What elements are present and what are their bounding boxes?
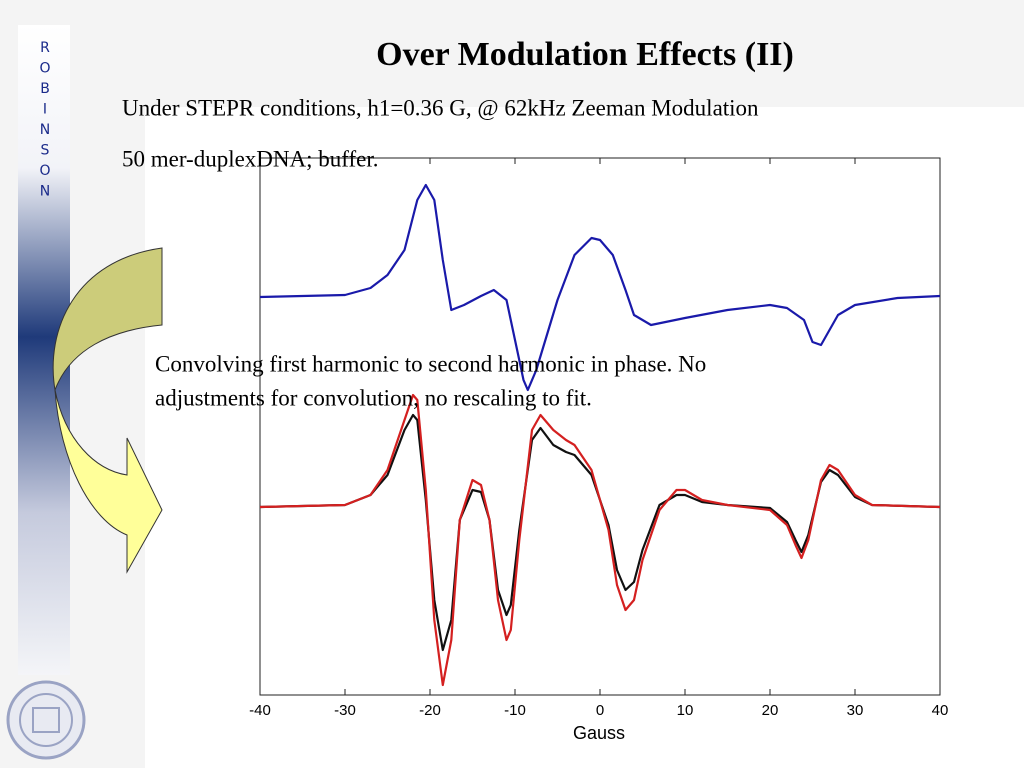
sidebar-letter: O bbox=[39, 163, 50, 179]
arrow-upper bbox=[52, 247, 163, 392]
note-line: Convolving first harmonic to second harm… bbox=[155, 351, 706, 376]
x-tick-label: 40 bbox=[932, 702, 949, 719]
series-line bbox=[259, 183, 941, 392]
chart: -40 -30 -20 -10 0 10 20 30 40 Gauss bbox=[249, 157, 949, 743]
text-line: 50 mer-duplexDNA; buffer. bbox=[122, 146, 379, 171]
arrow-lower bbox=[54, 389, 163, 574]
x-tick-label: 0 bbox=[596, 702, 604, 719]
sidebar-letter: B bbox=[40, 81, 50, 97]
sidebar-letter: R bbox=[40, 40, 50, 56]
x-tick-label: 30 bbox=[847, 702, 864, 719]
x-tick-label: 10 bbox=[677, 702, 694, 719]
sidebar-letter: I bbox=[43, 102, 47, 118]
logo bbox=[6, 680, 86, 760]
sidebar-letter: N bbox=[40, 122, 50, 138]
x-tick-label: -10 bbox=[504, 702, 526, 719]
note-line: adjustments for convolution, no rescalin… bbox=[155, 385, 592, 410]
sidebar-letter: S bbox=[41, 143, 50, 159]
sidebar-letter: O bbox=[39, 61, 50, 77]
series-line bbox=[259, 393, 941, 687]
text-line: Under STEPR conditions, h1=0.36 G, @ 62k… bbox=[122, 95, 759, 120]
plot-frame bbox=[259, 157, 941, 696]
x-tick-label: -30 bbox=[334, 702, 356, 719]
x-tick-label: 20 bbox=[762, 702, 779, 719]
sidebar-letter: N bbox=[40, 184, 50, 200]
x-axis-label: Gauss bbox=[573, 723, 625, 743]
x-tick-label: -40 bbox=[249, 702, 271, 719]
top-band bbox=[145, 0, 1024, 107]
x-tick-label: -20 bbox=[419, 702, 441, 719]
slide-title: Over Modulation Effects (II) bbox=[376, 36, 794, 73]
